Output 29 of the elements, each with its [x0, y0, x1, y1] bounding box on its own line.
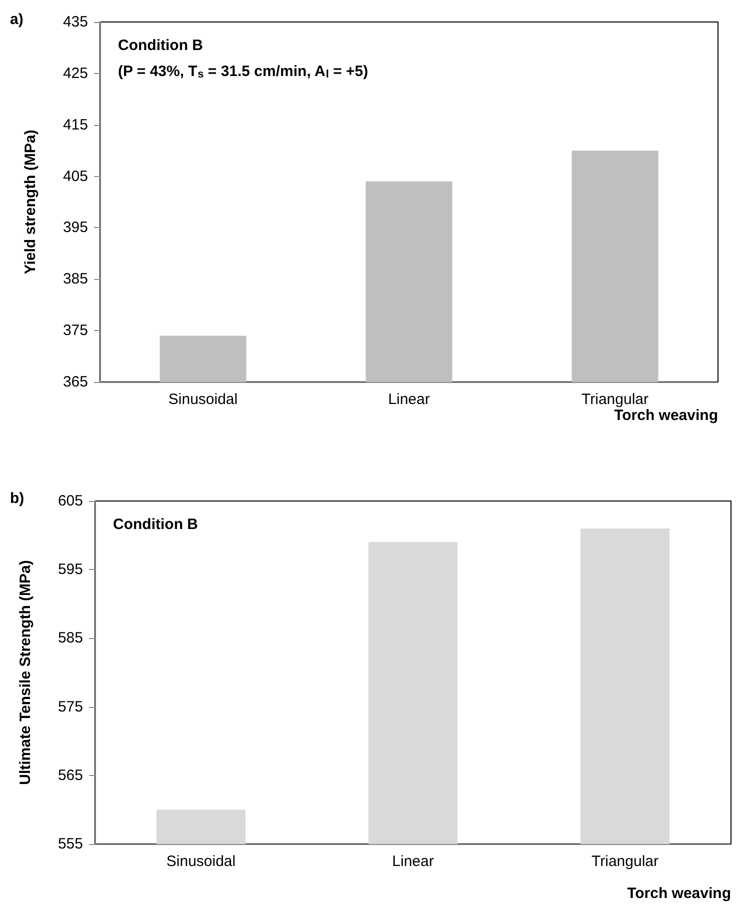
annotation: (P = 43%, Ts = 31.5 cm/min, Al = +5) — [118, 63, 368, 80]
y-tick-label: 405 — [62, 168, 88, 185]
x-tick-label: Sinusoidal — [168, 391, 238, 408]
y-tick-label: 575 — [58, 698, 83, 716]
y-tick-label: 425 — [62, 64, 88, 82]
y-axis-title: Ultimate Tensile Strength (MPa) — [17, 560, 34, 785]
y-tick-label: 585 — [58, 630, 83, 647]
x-tick-label: Sinusoidal — [166, 853, 236, 870]
y-tick-label: 555 — [58, 836, 83, 852]
y-tick-label: 375 — [62, 322, 88, 340]
x-tick-label: Linear — [388, 391, 430, 408]
y-tick-label: 415 — [62, 116, 88, 134]
y-tick-label: 605 — [58, 492, 83, 510]
annotation: Condition B — [113, 516, 198, 533]
text: a) — [10, 11, 24, 28]
y-tick-label: 565 — [58, 766, 83, 784]
x-tick-label: Triangular — [582, 391, 648, 408]
x-axis-title: Torch weaving — [614, 407, 718, 424]
y-tick-label: 395 — [62, 219, 88, 236]
y-tick-label: 385 — [62, 270, 88, 288]
annotation: Condition B — [118, 37, 204, 54]
x-tick-label: Linear — [392, 853, 434, 870]
x-tick-label: Triangular — [592, 853, 658, 870]
text: b) — [10, 490, 24, 507]
y-tick-label: 435 — [62, 14, 88, 30]
y-tick-label: 595 — [58, 561, 83, 578]
y-axis-title: Yield strength (MPa) — [22, 130, 39, 274]
x-axis-title: Torch weaving — [627, 885, 731, 902]
y-tick-label: 365 — [62, 374, 88, 390]
